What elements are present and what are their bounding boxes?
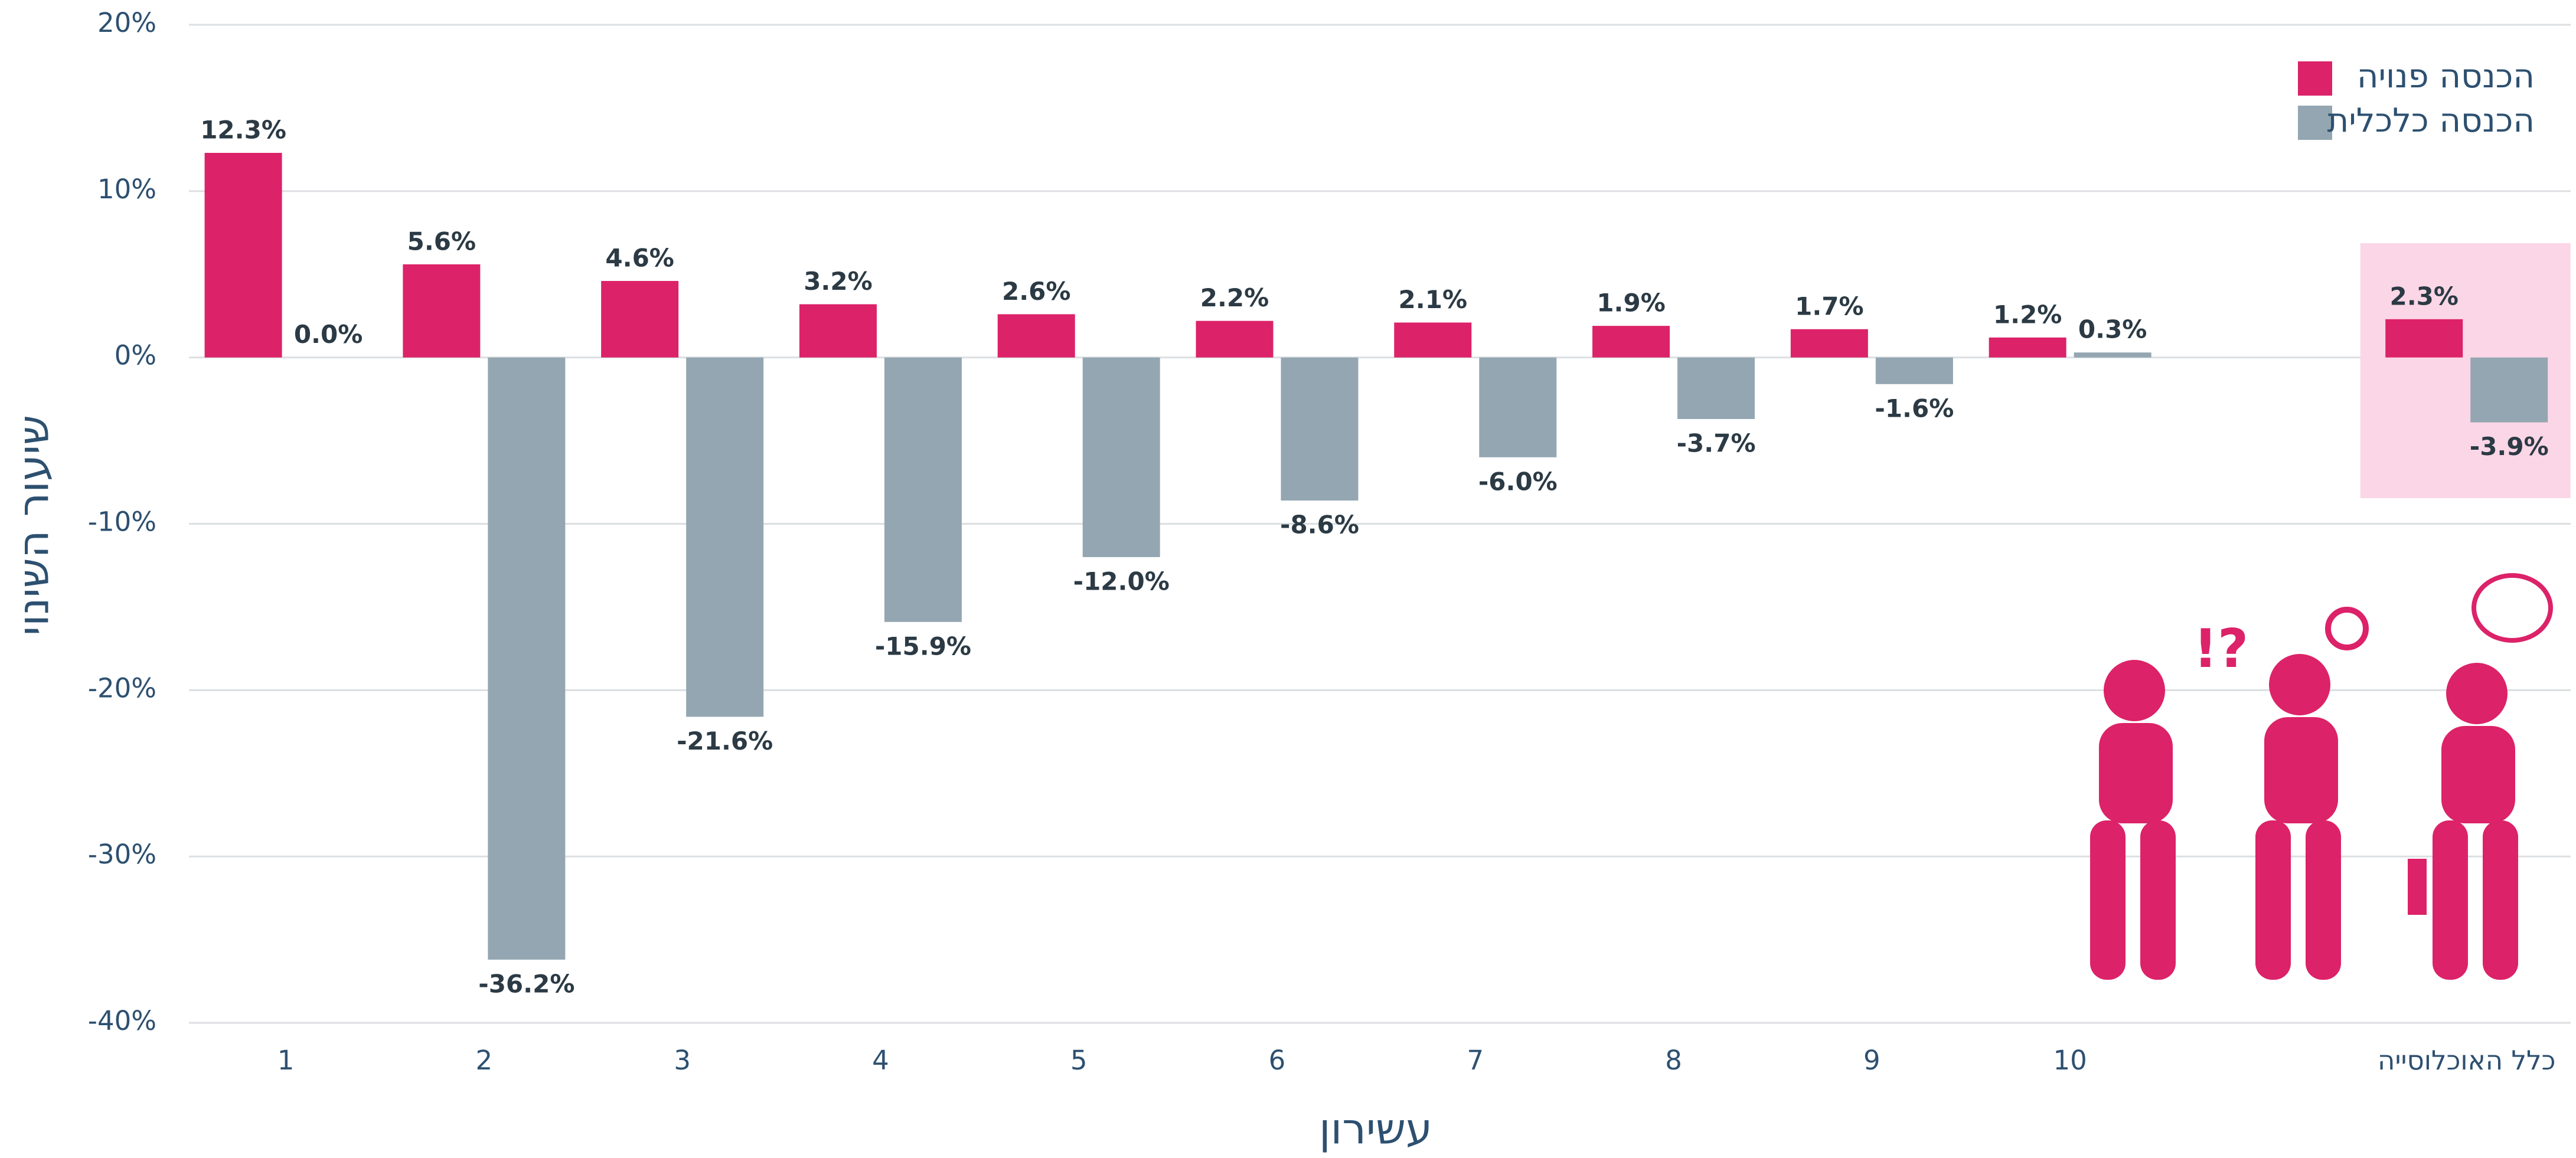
y-tick-label: -30% [88, 839, 156, 870]
value-label: 2.1% [1399, 285, 1467, 314]
bar [205, 153, 282, 358]
figure-leg [2255, 820, 2291, 980]
figure-leg [2483, 820, 2518, 980]
x-tick-label: 1 [277, 1045, 295, 1076]
value-label: 3.2% [804, 267, 872, 296]
x-tick-label: 3 [674, 1045, 691, 1076]
figure-leg [2306, 820, 2341, 980]
y-tick-label: 20% [97, 7, 156, 38]
value-label: 4.6% [605, 244, 674, 273]
figure-body [2264, 717, 2338, 823]
value-label: -6.0% [1478, 467, 1558, 496]
chart: עשירון שיעור השינוי -40%-30%-20%-10%0%10… [0, 0, 2576, 1158]
value-label: -8.6% [1280, 511, 1359, 539]
bar [1281, 358, 1359, 501]
bar [1083, 358, 1160, 557]
x-tick-label: כלל האוכלוסייה [2378, 1045, 2555, 1076]
bar [403, 264, 480, 358]
bar [2470, 358, 2548, 423]
value-label: -1.6% [1875, 394, 1954, 423]
bar [1394, 322, 1471, 357]
bar [686, 358, 763, 717]
value-label: 2.3% [2389, 282, 2458, 310]
y-axis-title: שיעור השינוי [9, 415, 58, 636]
y-tick-label: -20% [88, 672, 156, 704]
legend-label: הכנסה פנויה [2357, 57, 2535, 96]
bar [1876, 358, 1953, 384]
figure-body [2441, 726, 2515, 823]
figure-leg [2140, 820, 2176, 980]
figure-head [2446, 663, 2508, 724]
value-label: 1.9% [1596, 289, 1665, 318]
value-label: -3.9% [2470, 432, 2549, 461]
figure-head [2104, 660, 2165, 721]
figure-leg [2433, 820, 2468, 980]
figure-scribble [2474, 575, 2551, 640]
figure-mark: !? [2193, 618, 2248, 680]
value-label: -36.2% [478, 969, 574, 998]
value-label: 2.6% [1002, 277, 1070, 306]
bar [1479, 358, 1556, 457]
value-label: 1.2% [1993, 300, 2062, 329]
x-tick-label: 6 [1269, 1045, 1286, 1076]
bar [488, 358, 565, 960]
bar [1791, 329, 1868, 358]
y-tick-label: 10% [97, 174, 156, 205]
x-tick-label: 8 [1665, 1045, 1682, 1076]
x-tick-label: 7 [1467, 1045, 1484, 1076]
legend-label: הכנסה כלכלית [2327, 102, 2535, 140]
x-tick-label: 2 [476, 1045, 493, 1076]
x-tick-label: 9 [1863, 1045, 1880, 1076]
y-tick-label: 0% [115, 340, 156, 371]
x-tick-label: 4 [872, 1045, 889, 1076]
value-label: 0.3% [2078, 315, 2147, 344]
x-tick-label: 5 [1070, 1045, 1088, 1076]
bar [2074, 352, 2151, 357]
bar [799, 304, 877, 357]
bar [1677, 358, 1755, 419]
value-label: -3.7% [1677, 428, 1756, 457]
value-label: -12.0% [1073, 567, 1170, 596]
legend-swatch [2298, 61, 2332, 96]
x-tick-label: 10 [2053, 1045, 2087, 1076]
illustration: !? [2090, 575, 2551, 980]
value-label: 12.3% [200, 116, 286, 145]
value-label: 1.7% [1795, 292, 1863, 320]
bar [2385, 319, 2463, 358]
y-tick-label: -40% [88, 1005, 156, 1036]
value-label: -15.9% [875, 632, 971, 660]
value-label: 5.6% [407, 227, 476, 256]
bar [1989, 338, 2066, 358]
bar [1592, 326, 1670, 358]
value-label: 0.0% [294, 320, 363, 349]
value-label: 2.2% [1200, 283, 1269, 312]
figure-head [2269, 654, 2330, 715]
y-tick-label: -10% [88, 506, 156, 538]
figure-cloud [2328, 610, 2366, 647]
bar [998, 314, 1075, 357]
x-axis-title: עשירון [1319, 1104, 1432, 1154]
figure-bag [2408, 859, 2427, 915]
bar [884, 358, 962, 622]
figure-body [2099, 723, 2173, 823]
bar [1196, 321, 1274, 358]
figure-leg [2090, 820, 2126, 980]
bar [601, 281, 678, 358]
value-label: -21.6% [677, 727, 773, 755]
